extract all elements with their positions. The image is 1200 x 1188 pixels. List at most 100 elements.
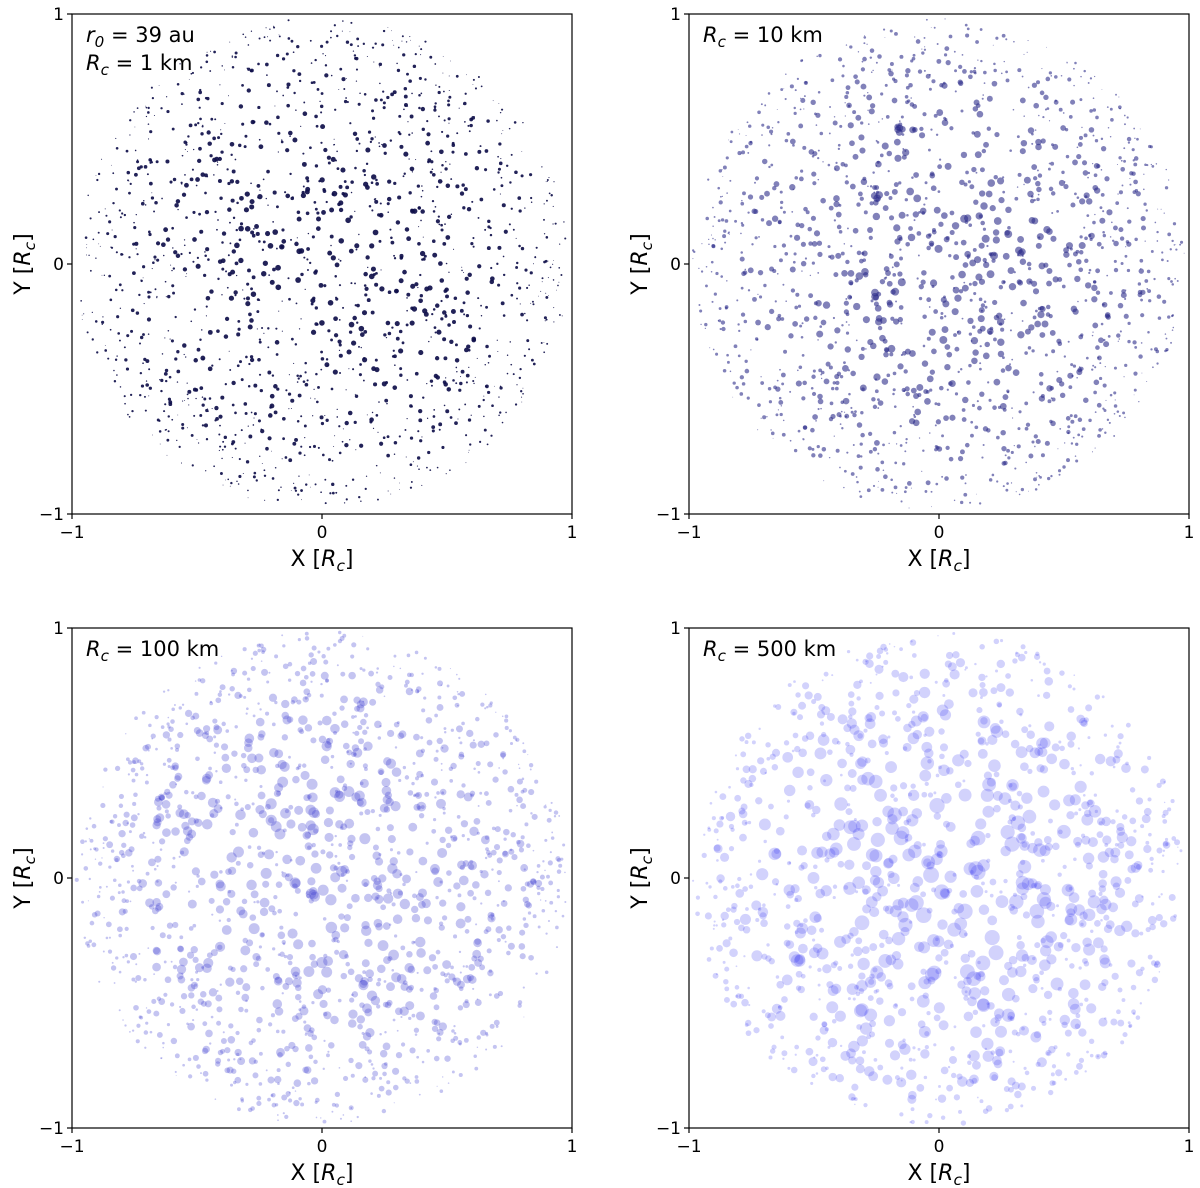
scatter-point	[1124, 363, 1128, 367]
scatter-point	[1011, 417, 1014, 419]
scatter-point	[870, 865, 882, 878]
scatter-point	[912, 53, 916, 57]
scatter-point	[768, 400, 773, 404]
scatter-point	[324, 55, 327, 57]
scatter-point	[221, 231, 227, 236]
scatter-point	[172, 764, 179, 771]
scatter-point	[427, 450, 431, 455]
scatter-point	[899, 248, 902, 251]
scatter-point	[237, 319, 241, 323]
scatter-point	[923, 48, 927, 51]
scatter-point	[854, 278, 859, 283]
scatter-point	[1017, 427, 1021, 431]
scatter-point	[372, 427, 375, 430]
scatter-point	[436, 1028, 444, 1036]
scatter-point	[770, 163, 774, 167]
scatter-point	[84, 236, 88, 239]
scatter-point	[442, 806, 446, 811]
scatter-point	[436, 704, 444, 711]
scatter-point	[500, 176, 503, 179]
scatter-point	[197, 998, 205, 1005]
scatter-point	[891, 491, 894, 494]
scatter-point	[221, 65, 224, 67]
scatter-point	[365, 255, 370, 260]
scatter-point	[693, 250, 696, 254]
scatter-point	[475, 716, 480, 722]
scatter-point	[718, 169, 723, 173]
scatter-point	[99, 886, 102, 889]
scatter-point	[350, 1107, 353, 1110]
scatter-point	[430, 150, 433, 153]
scatter-point	[801, 59, 804, 62]
scatter-point	[1063, 247, 1069, 254]
scatter-point	[553, 181, 555, 183]
scatter-point	[206, 952, 213, 959]
scatter-point	[1020, 762, 1029, 772]
scatter-point	[145, 383, 149, 387]
scatter-point	[792, 144, 795, 147]
scatter-point	[1097, 851, 1110, 863]
scatter-point	[205, 771, 214, 780]
scatter-point	[200, 1000, 207, 1007]
scatter-point	[546, 180, 548, 182]
scatter-point	[484, 791, 489, 797]
scatter-point	[895, 443, 898, 445]
scatter-point	[136, 878, 142, 884]
scatter-point	[780, 88, 784, 92]
scatter-point	[427, 160, 430, 164]
scatter-point	[404, 227, 410, 232]
scatter-point	[322, 53, 324, 55]
scatter-point	[780, 405, 783, 407]
scatter-point	[512, 735, 517, 740]
scatter-point	[436, 466, 439, 469]
scatter-point	[113, 855, 121, 863]
scatter-point	[169, 180, 173, 184]
scatter-point	[276, 1114, 279, 1116]
scatter-point	[975, 103, 981, 108]
scatter-point	[972, 106, 979, 112]
scatter-point	[379, 1076, 383, 1080]
scatter-point	[1017, 1082, 1026, 1091]
scatter-point	[841, 270, 848, 277]
scatter-point	[418, 298, 423, 304]
scatter-point	[933, 113, 938, 118]
scatter-point	[184, 400, 186, 402]
scatter-point	[145, 105, 147, 107]
scatter-point	[293, 1079, 302, 1087]
scatter-point	[97, 172, 101, 176]
scatter-point	[170, 884, 177, 891]
scatter-point	[217, 944, 223, 950]
scatter-point	[308, 474, 310, 476]
scatter-point	[376, 896, 379, 900]
scatter-point	[487, 390, 491, 395]
scatter-point	[798, 365, 803, 370]
scatter-point	[467, 889, 474, 897]
scatter-point	[391, 326, 394, 329]
scatter-point	[1170, 341, 1173, 344]
scatter-point	[102, 786, 104, 788]
scatter-point	[240, 945, 251, 956]
scatter-point	[259, 907, 269, 917]
scatter-point	[403, 86, 408, 91]
scatter-point	[1092, 184, 1099, 191]
scatter-point	[247, 753, 257, 764]
scatter-point	[477, 805, 480, 807]
scatter-point	[352, 315, 357, 321]
scatter-point	[244, 411, 248, 415]
scatter-point	[517, 196, 522, 200]
scatter-point	[320, 350, 323, 354]
scatter-point	[1074, 275, 1081, 283]
scatter-point	[291, 1015, 299, 1023]
scatter-point	[426, 132, 431, 137]
scatter-point	[381, 777, 391, 787]
scatter-point	[272, 221, 275, 223]
scatter-point	[484, 149, 489, 153]
scatter-point	[163, 371, 168, 376]
scatter-point	[1005, 78, 1010, 83]
scatter-point	[918, 132, 926, 139]
scatter-point	[875, 61, 878, 64]
scatter-point	[754, 176, 760, 181]
scatter-point	[207, 366, 213, 372]
scatter-point	[510, 293, 514, 297]
scatter-point	[154, 200, 158, 205]
